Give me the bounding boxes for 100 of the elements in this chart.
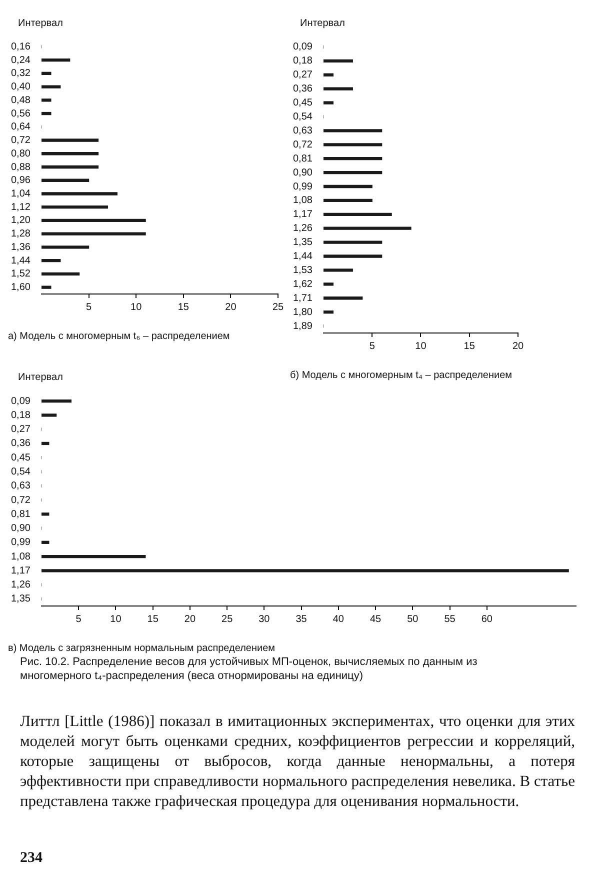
bar <box>323 87 353 90</box>
y-tick-label: 0,27 <box>292 70 313 81</box>
y-tick-label: 1,62 <box>292 278 313 290</box>
bar <box>323 254 382 258</box>
bar <box>41 218 146 222</box>
y-tick-label: 0,88 <box>10 162 31 173</box>
y-tick-label: 1,80 <box>292 306 313 318</box>
bar <box>323 310 334 314</box>
bar <box>323 198 372 202</box>
bar <box>41 58 70 62</box>
bar <box>41 512 50 516</box>
x-tick-label: 20 <box>512 340 524 352</box>
y-tick-label: 0,24 <box>10 54 31 66</box>
y-tick-label: 0,54 <box>292 111 313 122</box>
x-tick-label: 5 <box>76 614 82 625</box>
x-tick-label: 15 <box>464 340 476 352</box>
y-tick-label: 0,99 <box>10 537 31 548</box>
bar <box>41 399 72 403</box>
bar <box>41 206 108 209</box>
text: 234 <box>20 850 42 867</box>
bar <box>41 414 57 417</box>
bar <box>323 170 382 174</box>
x-tick-label: 20 <box>225 302 237 313</box>
x-tick-label: 15 <box>178 302 190 313</box>
bar <box>41 286 52 289</box>
text: в) Модель с загрязненным нормальным распределением <box>8 642 276 654</box>
y-tick-label: 1,12 <box>10 202 31 213</box>
x-tick-label: 5 <box>86 302 92 313</box>
bar <box>323 212 392 216</box>
x-tick-label: 10 <box>415 340 427 352</box>
x-tick-label: 35 <box>296 614 308 625</box>
y-tick-label: 1,44 <box>10 255 31 266</box>
y-tick-label: 1,89 <box>292 320 313 332</box>
text: б) Модель с многомерным t₄ – распределением <box>290 370 512 381</box>
bar <box>41 152 99 156</box>
bar <box>41 540 50 544</box>
y-tick-label: 1,17 <box>10 565 31 576</box>
y-tick-label: 0,18 <box>292 56 313 67</box>
bar <box>41 259 61 262</box>
x-tick-label: 60 <box>481 614 493 625</box>
y-tick-label: 1,26 <box>10 580 31 591</box>
bar <box>323 268 353 272</box>
y-tick-label: 0,32 <box>10 68 31 80</box>
bar <box>41 246 90 249</box>
bar <box>323 226 412 230</box>
x-tick-label: 30 <box>258 614 270 625</box>
bar <box>41 85 61 88</box>
y-tick-label: 0,99 <box>292 181 313 192</box>
bar <box>41 569 569 572</box>
y-tick-label: 1,60 <box>10 282 31 294</box>
x-tick-label: 55 <box>444 614 456 625</box>
y-tick-label: 0,45 <box>292 98 313 109</box>
y-tick-label: 1,52 <box>10 268 31 280</box>
x-tick-label: 15 <box>147 614 159 625</box>
y-tick-label: 1,20 <box>10 215 31 226</box>
bar <box>41 232 146 236</box>
y-tick-label: 1,08 <box>292 195 313 206</box>
y-tick-label: 0,09 <box>292 42 313 53</box>
x-tick-label: 25 <box>272 302 284 313</box>
bar <box>323 240 382 244</box>
y-tick-label: 0,96 <box>10 175 31 186</box>
bar <box>323 73 334 76</box>
y-tick-label: 0,54 <box>10 466 31 478</box>
bar <box>323 129 382 132</box>
y-tick-label: 0,36 <box>292 84 313 95</box>
y-tick-label: 0,18 <box>10 410 31 421</box>
x-tick-label: 45 <box>370 614 382 625</box>
y-tick-label: 1,71 <box>292 292 313 304</box>
text: Литтл [Little (1986)] показал в имитационных экспериментах, что оценки для этих моделей могут быть оценками средних, коэффициентов регрессии и корреляций, которые защищены от выбросов, когда данные ненормальны, а потеря эффективности при справедливости нормального распределения невелика. В статье представлена также графическая процедура для оценивания нормальности. <box>20 712 575 812</box>
y-tick-label: 0,27 <box>10 424 31 436</box>
y-tick-label: 0,72 <box>10 135 31 146</box>
text: Рис. 10.2. Распределение весов для устойчивых МП-оценок, вычисляемых по данным из многомерного t₄-распределения (веса отнормированы на единицу) <box>20 655 478 683</box>
text: а) Модель с многомерным t₆ – распределением <box>8 330 230 342</box>
bar <box>41 165 99 169</box>
x-tick-label: 25 <box>222 614 234 625</box>
x-tick-label: 10 <box>110 614 122 625</box>
y-tick-label: 0,45 <box>10 452 31 464</box>
y-tick-label: 1,28 <box>10 228 31 240</box>
bar <box>323 59 353 63</box>
bar <box>41 72 52 75</box>
bar <box>41 554 146 558</box>
x-tick-label: 10 <box>130 302 142 313</box>
y-tick-label: 0,16 <box>10 41 31 52</box>
y-axis-title: Интервал <box>18 372 63 383</box>
y-tick-label: 0,81 <box>292 153 313 164</box>
y-tick-label: 1,35 <box>292 237 313 248</box>
y-tick-label: 1,44 <box>292 251 313 262</box>
y-tick-label: 1,08 <box>10 551 31 562</box>
y-tick-label: 0,56 <box>10 108 31 120</box>
y-tick-label: 0,72 <box>10 494 31 506</box>
bar <box>323 143 382 146</box>
bar <box>323 282 334 286</box>
y-tick-label: 0,63 <box>292 125 313 136</box>
bar <box>41 98 52 102</box>
y-tick-label: 1,36 <box>10 242 31 253</box>
y-tick-label: 0,72 <box>292 139 313 150</box>
x-tick-label: 50 <box>407 614 419 625</box>
bar <box>41 442 50 446</box>
bar <box>41 178 90 182</box>
bar <box>41 272 80 276</box>
